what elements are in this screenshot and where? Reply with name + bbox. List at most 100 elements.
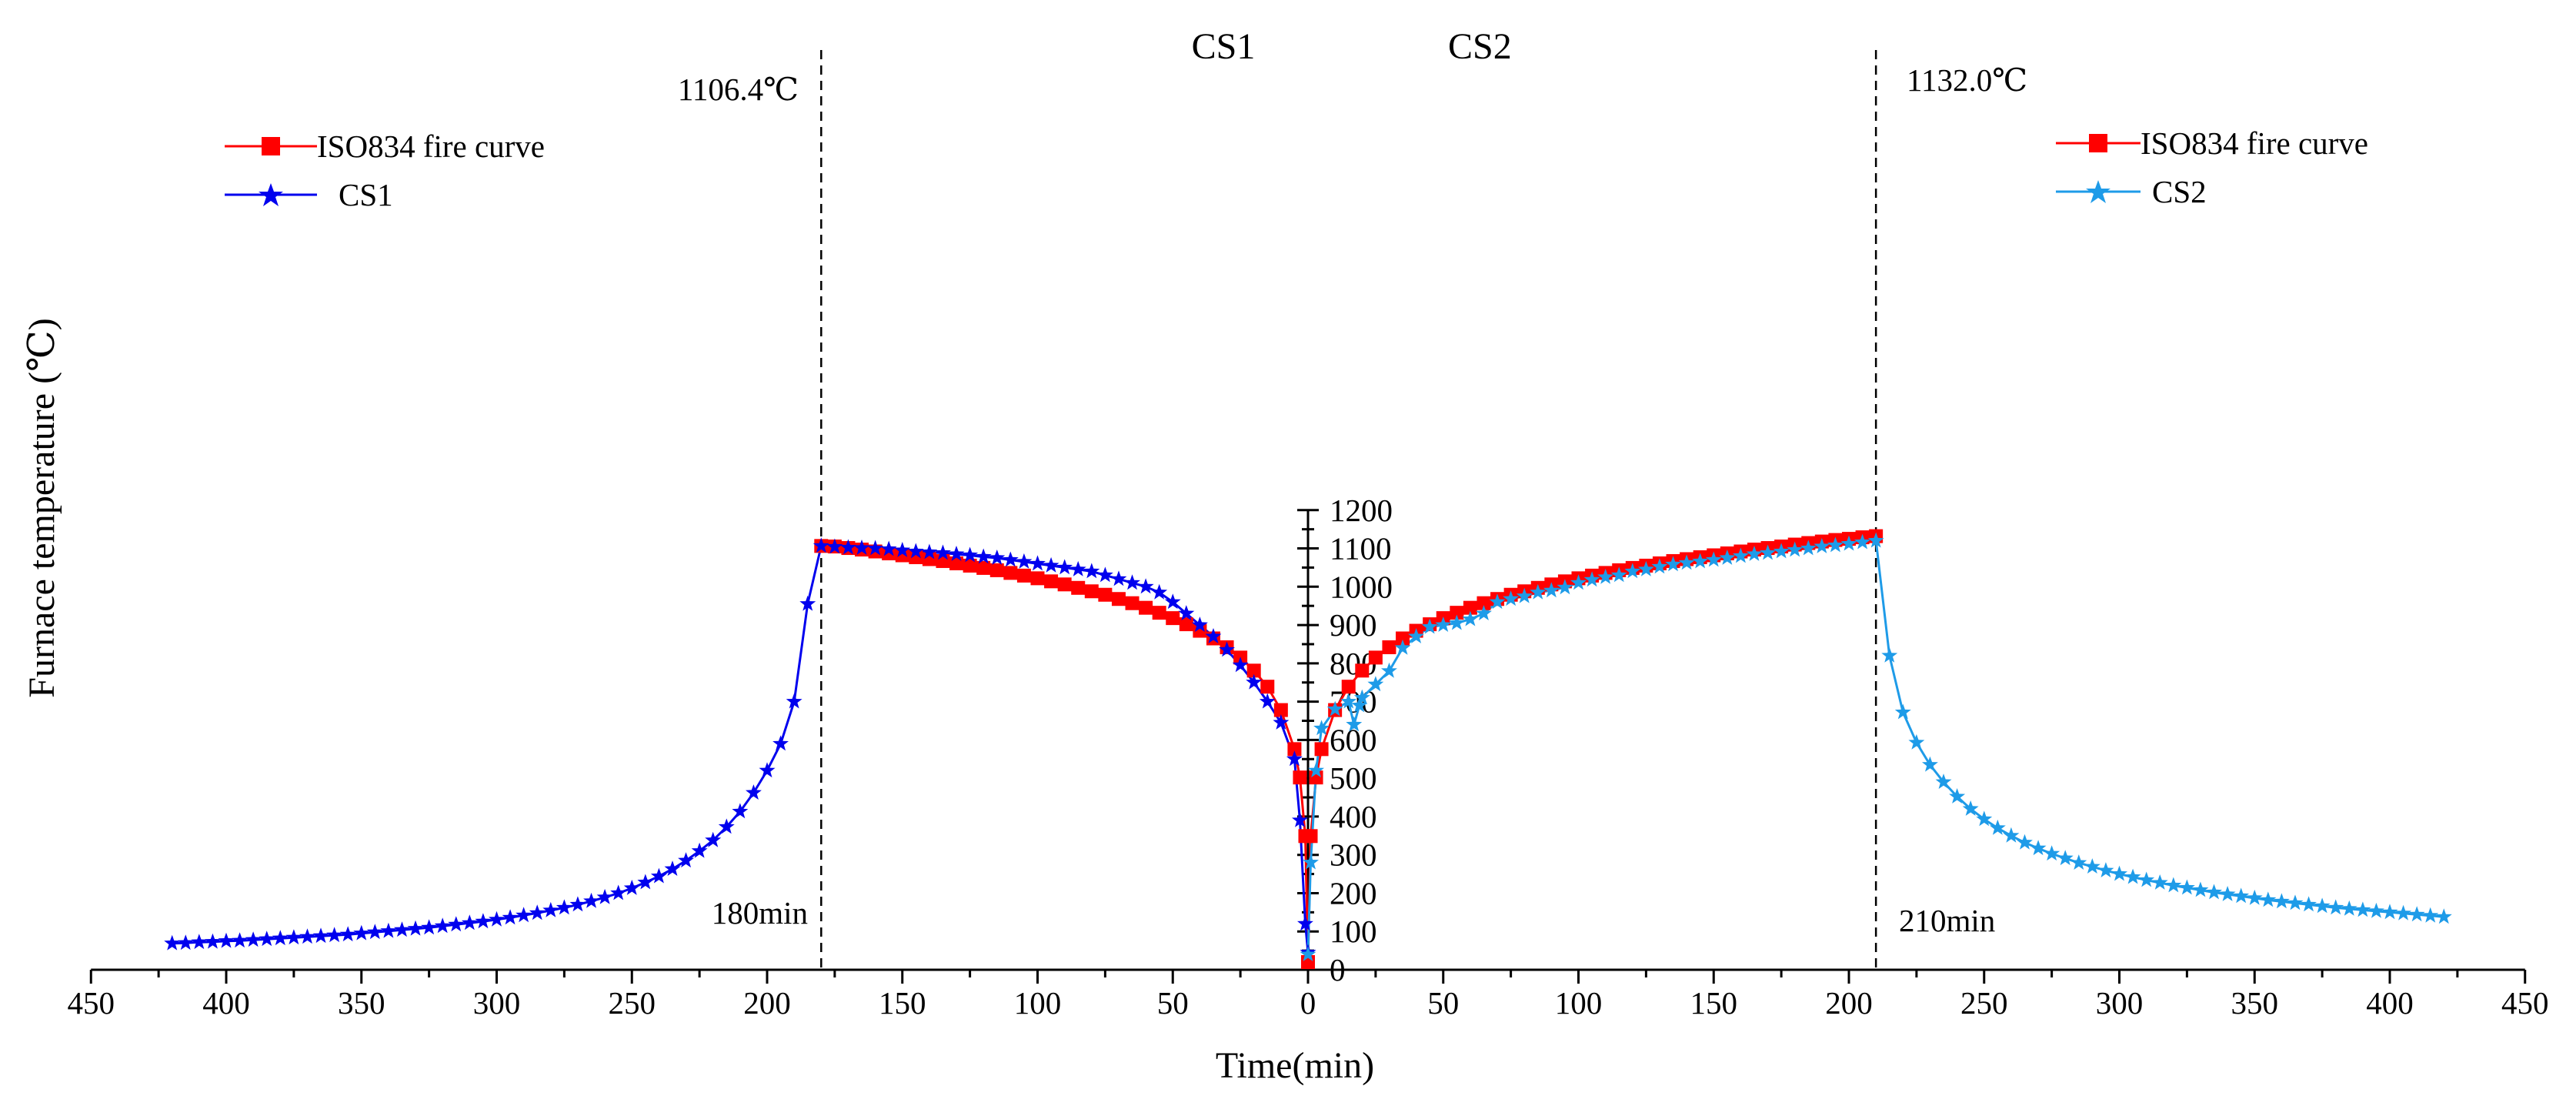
- point-iso834-fire-curve-left: [976, 560, 991, 575]
- point-cs1-left: [637, 874, 654, 890]
- point-cs2-right: [2422, 907, 2439, 923]
- y-axis-title: Furnace temperature (℃): [22, 318, 62, 697]
- point-cs1-left: [1205, 628, 1222, 643]
- left-time-annotation: 180min: [712, 895, 808, 931]
- point-cs2-right: [1976, 810, 1993, 827]
- point-cs2-right: [1827, 536, 1844, 553]
- point-cs2-right: [1597, 568, 1614, 584]
- point-cs2-right: [1637, 560, 1654, 576]
- point-cs2-right: [1989, 819, 2006, 835]
- x-tick-label-left: 250: [609, 985, 656, 1021]
- point-iso834-fire-curve-left: [1125, 596, 1140, 610]
- point-cs1-left: [705, 831, 722, 847]
- point-cs1-left: [813, 537, 829, 553]
- point-cs1-left: [245, 931, 262, 947]
- point-cs1-left: [975, 548, 992, 564]
- point-cs2-right: [1773, 543, 1790, 559]
- point-cs1-left: [421, 919, 438, 935]
- right-peak-annotation: 1132.0℃: [1907, 62, 2027, 98]
- point-cs2-right: [2341, 900, 2357, 916]
- point-cs1-left: [840, 539, 856, 555]
- point-iso834-fire-curve-left: [895, 548, 909, 563]
- point-cs2-right: [1346, 716, 1363, 732]
- series-line-iso834-fire-curve-right: [1306, 535, 1877, 963]
- point-cs1-left: [1016, 553, 1033, 569]
- point-cs2-right: [1308, 762, 1324, 778]
- y-tick-label: 100: [1330, 914, 1377, 949]
- point-iso834-fire-curve-left: [949, 556, 964, 570]
- point-cs1-left: [1056, 559, 1073, 575]
- point-cs2-right: [2381, 904, 2398, 920]
- point-cs2-right: [1732, 547, 1749, 563]
- point-cs1-left: [232, 932, 248, 948]
- panel-label-cs1: CS1: [1192, 26, 1256, 67]
- x-tick-label-right: 400: [2366, 985, 2414, 1021]
- point-iso834-fire-curve-left: [1152, 606, 1166, 620]
- point-iso834-fire-curve-left: [963, 558, 977, 573]
- x-tick-label-left: 50: [1157, 985, 1189, 1021]
- series-line-iso834-fire-curve-left: [821, 544, 1310, 963]
- point-cs2-right: [1340, 693, 1357, 709]
- point-cs2-right: [1840, 535, 1857, 551]
- point-cs2-right: [1313, 720, 1330, 736]
- point-cs2-right: [1678, 554, 1695, 570]
- point-cs1-left: [353, 924, 370, 941]
- point-cs1-left: [326, 927, 343, 943]
- point-cs1-left: [516, 907, 532, 923]
- legend-right-cs2-marker: [2086, 180, 2111, 203]
- point-cs1-left: [623, 880, 640, 895]
- point-iso834-fire-curve-left: [1057, 577, 1072, 592]
- point-cs1-left: [894, 542, 911, 557]
- point-cs2-right: [1665, 556, 1681, 572]
- point-cs2-right: [1557, 579, 1573, 595]
- point-cs1-left: [786, 693, 802, 709]
- point-cs1-left: [826, 538, 843, 554]
- point-cs1-left: [935, 544, 951, 560]
- y-tick-label: 1000: [1330, 569, 1393, 604]
- point-cs2-right: [1746, 546, 1763, 561]
- point-cs1-left: [772, 735, 789, 751]
- x-tick-label-left: 350: [338, 985, 385, 1021]
- point-cs1-left: [921, 543, 938, 560]
- point-iso834-fire-curve-right: [1477, 596, 1491, 610]
- x-axis-title: Time(min): [1216, 1045, 1374, 1086]
- point-cs1-left: [272, 930, 289, 946]
- point-iso834-fire-curve-right: [1303, 829, 1318, 844]
- point-cs1-left: [502, 909, 519, 925]
- point-cs2-right: [2138, 871, 2155, 887]
- point-cs1-left: [489, 911, 505, 927]
- legend-left: ISO834 fire curve CS1: [225, 129, 545, 212]
- point-cs1-left: [907, 543, 924, 559]
- point-cs1-left: [1096, 566, 1113, 583]
- legend-left-cs1-label: CS1: [339, 177, 393, 212]
- point-cs1-left: [448, 916, 465, 932]
- point-cs2-right: [1435, 616, 1452, 632]
- point-cs2-right: [1489, 593, 1506, 610]
- point-iso834-fire-curve-left: [989, 563, 1004, 577]
- point-cs2-right: [2044, 845, 2060, 861]
- x-tick-label-left: 150: [879, 985, 926, 1021]
- point-iso834-fire-curve-left: [1071, 580, 1086, 595]
- legend-left-iso-marker: [262, 137, 280, 155]
- point-iso834-fire-curve-right: [1355, 663, 1370, 678]
- point-cs1-left: [1069, 560, 1086, 576]
- point-cs2-right: [2233, 887, 2250, 904]
- point-cs2-right: [1854, 533, 1870, 550]
- point-cs1-left: [380, 922, 397, 938]
- point-iso834-fire-curve-left: [1246, 663, 1261, 678]
- point-cs2-right: [1719, 550, 1736, 565]
- point-cs2-right: [1787, 541, 1804, 557]
- point-cs2-right: [1814, 538, 1830, 553]
- point-cs1-left: [718, 818, 735, 834]
- point-cs1-left: [1292, 811, 1308, 827]
- point-cs1-left: [475, 913, 492, 929]
- point-iso834-fire-curve-left: [1084, 584, 1099, 599]
- point-cs2-right: [1610, 566, 1627, 583]
- point-cs1-left: [366, 924, 383, 940]
- point-cs2-right: [2314, 897, 2331, 914]
- point-cs2-right: [2395, 904, 2411, 921]
- point-cs2-right: [2192, 881, 2209, 897]
- point-cs2-right: [2003, 827, 2020, 843]
- point-cs1-left: [1232, 657, 1249, 673]
